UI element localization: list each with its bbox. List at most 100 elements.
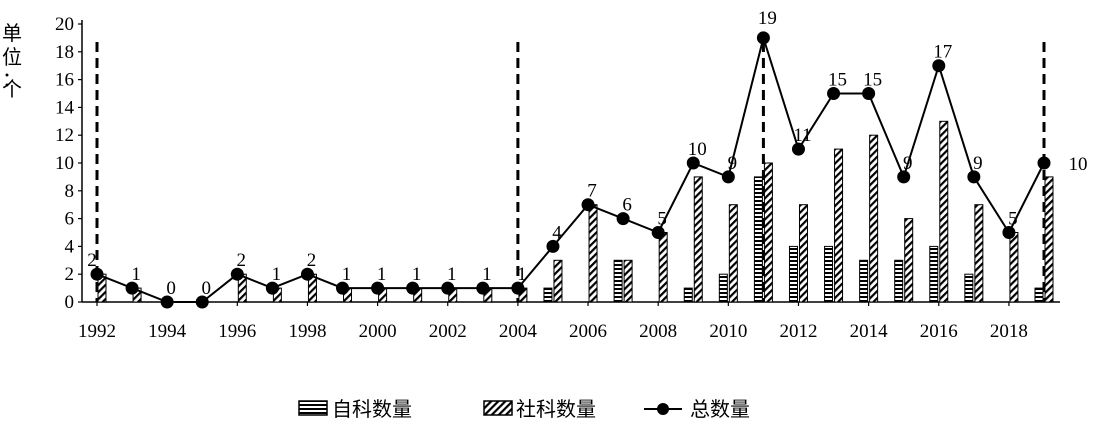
- total-point: [265, 281, 279, 295]
- total-point: [686, 156, 700, 170]
- bar-social-science: [939, 120, 949, 303]
- total-data-label: 1: [447, 264, 457, 285]
- bar-social-science: [728, 204, 738, 303]
- y-tick-label: 0: [65, 292, 75, 313]
- total-point: [406, 281, 420, 295]
- total-point: [932, 59, 946, 73]
- total-data-label: 10: [688, 139, 707, 160]
- total-data-label: 5: [1008, 209, 1018, 230]
- total-point: [827, 87, 841, 100]
- total-line-path: [96, 34, 1045, 303]
- bar-social-science: [763, 162, 773, 303]
- x-tick-label: 2014: [850, 321, 889, 342]
- total-data-label: 11: [793, 125, 811, 146]
- total-point: [160, 295, 174, 309]
- y-axis-title-char: 个: [2, 77, 22, 101]
- bar-natural-science: [964, 273, 974, 303]
- bar-social-science: [623, 259, 633, 303]
- bar-natural-science: [1034, 287, 1044, 303]
- bar-social-science: [869, 134, 879, 303]
- total-data-label: 1: [342, 264, 352, 285]
- legend-item-total: 总数量: [644, 397, 750, 421]
- bar-natural-science: [824, 245, 834, 303]
- total-data-label: 17: [933, 42, 952, 63]
- x-tick-label: 2016: [920, 321, 958, 342]
- total-point: [125, 281, 139, 295]
- total-point: [90, 267, 104, 281]
- total-point: [546, 239, 560, 253]
- total-data-label: 1: [377, 264, 387, 285]
- total-point: [651, 226, 665, 239]
- legend-label-total: 总数量: [690, 397, 750, 421]
- legend-marker-total: [657, 403, 669, 415]
- bar-social-science: [693, 176, 703, 303]
- total-data-label: 9: [903, 153, 913, 174]
- total-point: [616, 212, 630, 226]
- y-tick-label: 12: [55, 125, 74, 146]
- x-tick-label: 2002: [429, 321, 467, 342]
- legend-item-social-science: 社科数量: [483, 397, 596, 421]
- total-data-label: 0: [166, 278, 176, 299]
- x-tick-label: 1992: [78, 321, 116, 342]
- y-tick-label: 2: [65, 264, 75, 285]
- y-tick-label: 6: [65, 209, 75, 230]
- x-tick-label: 2000: [359, 321, 397, 342]
- y-axis-title-char: 位: [2, 45, 22, 69]
- bar-natural-science: [894, 259, 904, 303]
- x-tick-label: 2006: [569, 321, 607, 342]
- total-data-label: 10: [1069, 154, 1088, 175]
- total-data-label: 1: [412, 264, 422, 285]
- total-point: [897, 170, 911, 184]
- total-data-label: 15: [863, 70, 882, 91]
- y-tick-label: 14: [55, 97, 75, 118]
- bar-social-science: [553, 259, 563, 303]
- y-tick-label: 4: [65, 236, 75, 257]
- legend-item-natural-science: 自科数量: [298, 397, 412, 421]
- bar-natural-science: [543, 287, 553, 303]
- y-tick-label: 20: [55, 14, 74, 35]
- total-point: [336, 281, 350, 295]
- total-point: [1037, 156, 1051, 170]
- bar-natural-science: [718, 273, 728, 303]
- bar-social-science: [1044, 176, 1054, 303]
- y-tick-label: 16: [55, 70, 74, 91]
- bar-natural-science: [753, 176, 763, 303]
- y-tick-label: 18: [55, 42, 74, 63]
- total-point: [371, 281, 385, 295]
- bar-social-science: [658, 232, 668, 303]
- total-point: [300, 267, 314, 281]
- y-axis-title-char: ：: [2, 67, 22, 91]
- x-tick-label: 2010: [709, 321, 747, 342]
- bar-social-science: [904, 218, 914, 303]
- total-line: [90, 31, 1051, 309]
- legend-label-natural-science: 自科数量: [332, 397, 412, 421]
- x-tick-label: 2004: [499, 321, 538, 342]
- total-point: [581, 198, 595, 212]
- bar-natural-science: [613, 259, 623, 303]
- total-point: [862, 87, 876, 100]
- total-point: [756, 31, 770, 45]
- y-axis-title: 单 位 ： 个: [2, 21, 22, 101]
- x-tick-label: 1994: [148, 321, 187, 342]
- bar-natural-science: [683, 287, 693, 303]
- total-data-label: 9: [973, 153, 983, 174]
- total-data-label: 1: [272, 264, 282, 285]
- legend-swatch-social-science: [483, 400, 513, 416]
- legend: 自科数量 社科数量 总数量: [298, 397, 750, 421]
- total-point: [791, 142, 805, 156]
- total-point: [721, 170, 735, 184]
- total-point: [1002, 226, 1016, 239]
- bar-natural-science: [859, 259, 869, 303]
- total-data-label: 2: [237, 250, 247, 271]
- total-data-label: 1: [131, 264, 141, 285]
- total-data-label: 9: [728, 153, 738, 174]
- total-point: [195, 295, 209, 309]
- dashed-dividers: [95, 42, 1046, 302]
- total-data-label: 0: [201, 278, 211, 299]
- total-point: [230, 267, 244, 281]
- total-point: [511, 281, 525, 295]
- y-axis-title-char: 单: [2, 21, 22, 45]
- y-tick-label: 10: [55, 153, 74, 174]
